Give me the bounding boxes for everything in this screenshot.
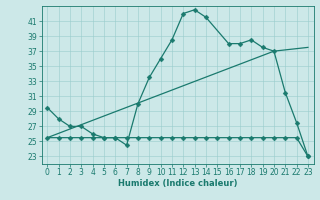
X-axis label: Humidex (Indice chaleur): Humidex (Indice chaleur) bbox=[118, 179, 237, 188]
